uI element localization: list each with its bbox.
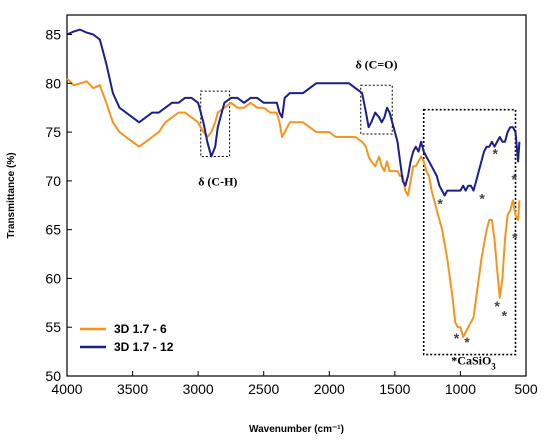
y-tick-label: 75 bbox=[45, 124, 61, 140]
legend-label: 3D 1.7 - 6 bbox=[114, 322, 167, 336]
x-tick-label: 500 bbox=[514, 381, 538, 397]
x-tick-label: 4000 bbox=[51, 381, 82, 397]
x-tick-label: 3000 bbox=[183, 381, 214, 397]
y-tick-label: 85 bbox=[45, 27, 61, 43]
x-tick-label: 3500 bbox=[117, 381, 148, 397]
star-markers: * **** **** bbox=[437, 146, 518, 350]
star-marker: * bbox=[479, 190, 485, 206]
y-axis-title: Transmittance (%) bbox=[6, 152, 17, 238]
y-tick-label: 50 bbox=[45, 368, 61, 384]
legend: 3D 1.7 - 6 3D 1.7 - 12 bbox=[80, 322, 174, 354]
y-tick-label: 55 bbox=[45, 319, 61, 335]
x-tick-label: 2000 bbox=[314, 381, 345, 397]
axis-ticks: 4000 3500 3000 2500 2000 1500 1000 500 50 55 60 65 7… bbox=[45, 27, 537, 397]
annotations: δ (C-H) δ (C=O) *CaSiO3 bbox=[198, 58, 496, 372]
y-tick-label: 60 bbox=[45, 270, 61, 286]
star-marker: * bbox=[437, 195, 443, 211]
highlight-box bbox=[200, 90, 231, 157]
annotation-label: δ (C-H) bbox=[198, 175, 237, 189]
star-marker: * bbox=[454, 330, 460, 346]
star-marker: * bbox=[492, 146, 498, 162]
y-tick-label: 65 bbox=[45, 222, 61, 238]
star-marker: * bbox=[464, 334, 470, 350]
annotation-label: *CaSiO3 bbox=[451, 353, 496, 371]
star-marker: * bbox=[511, 171, 517, 187]
star-marker: * bbox=[512, 229, 518, 245]
annotation-label: δ (C=O) bbox=[355, 58, 397, 72]
plot-border bbox=[66, 14, 527, 377]
star-marker: * bbox=[494, 298, 500, 314]
y-tick-label: 80 bbox=[45, 75, 61, 91]
series-line bbox=[66, 77, 521, 338]
series-lines bbox=[66, 28, 521, 338]
x-tick-label: 1000 bbox=[445, 381, 476, 397]
y-tick-label: 70 bbox=[45, 173, 61, 189]
x-tick-label: 1500 bbox=[379, 381, 410, 397]
x-tick-label: 2500 bbox=[248, 381, 279, 397]
highlight-box bbox=[360, 84, 393, 135]
series-line bbox=[66, 28, 521, 197]
highlight-boxes bbox=[200, 84, 517, 356]
star-marker: * bbox=[502, 308, 508, 324]
legend-label: 3D 1.7 - 12 bbox=[114, 340, 174, 354]
highlight-box bbox=[422, 108, 517, 356]
x-axis-title: Wavenumber (cm⁻¹) bbox=[249, 424, 344, 435]
plot-frame bbox=[66, 14, 527, 377]
